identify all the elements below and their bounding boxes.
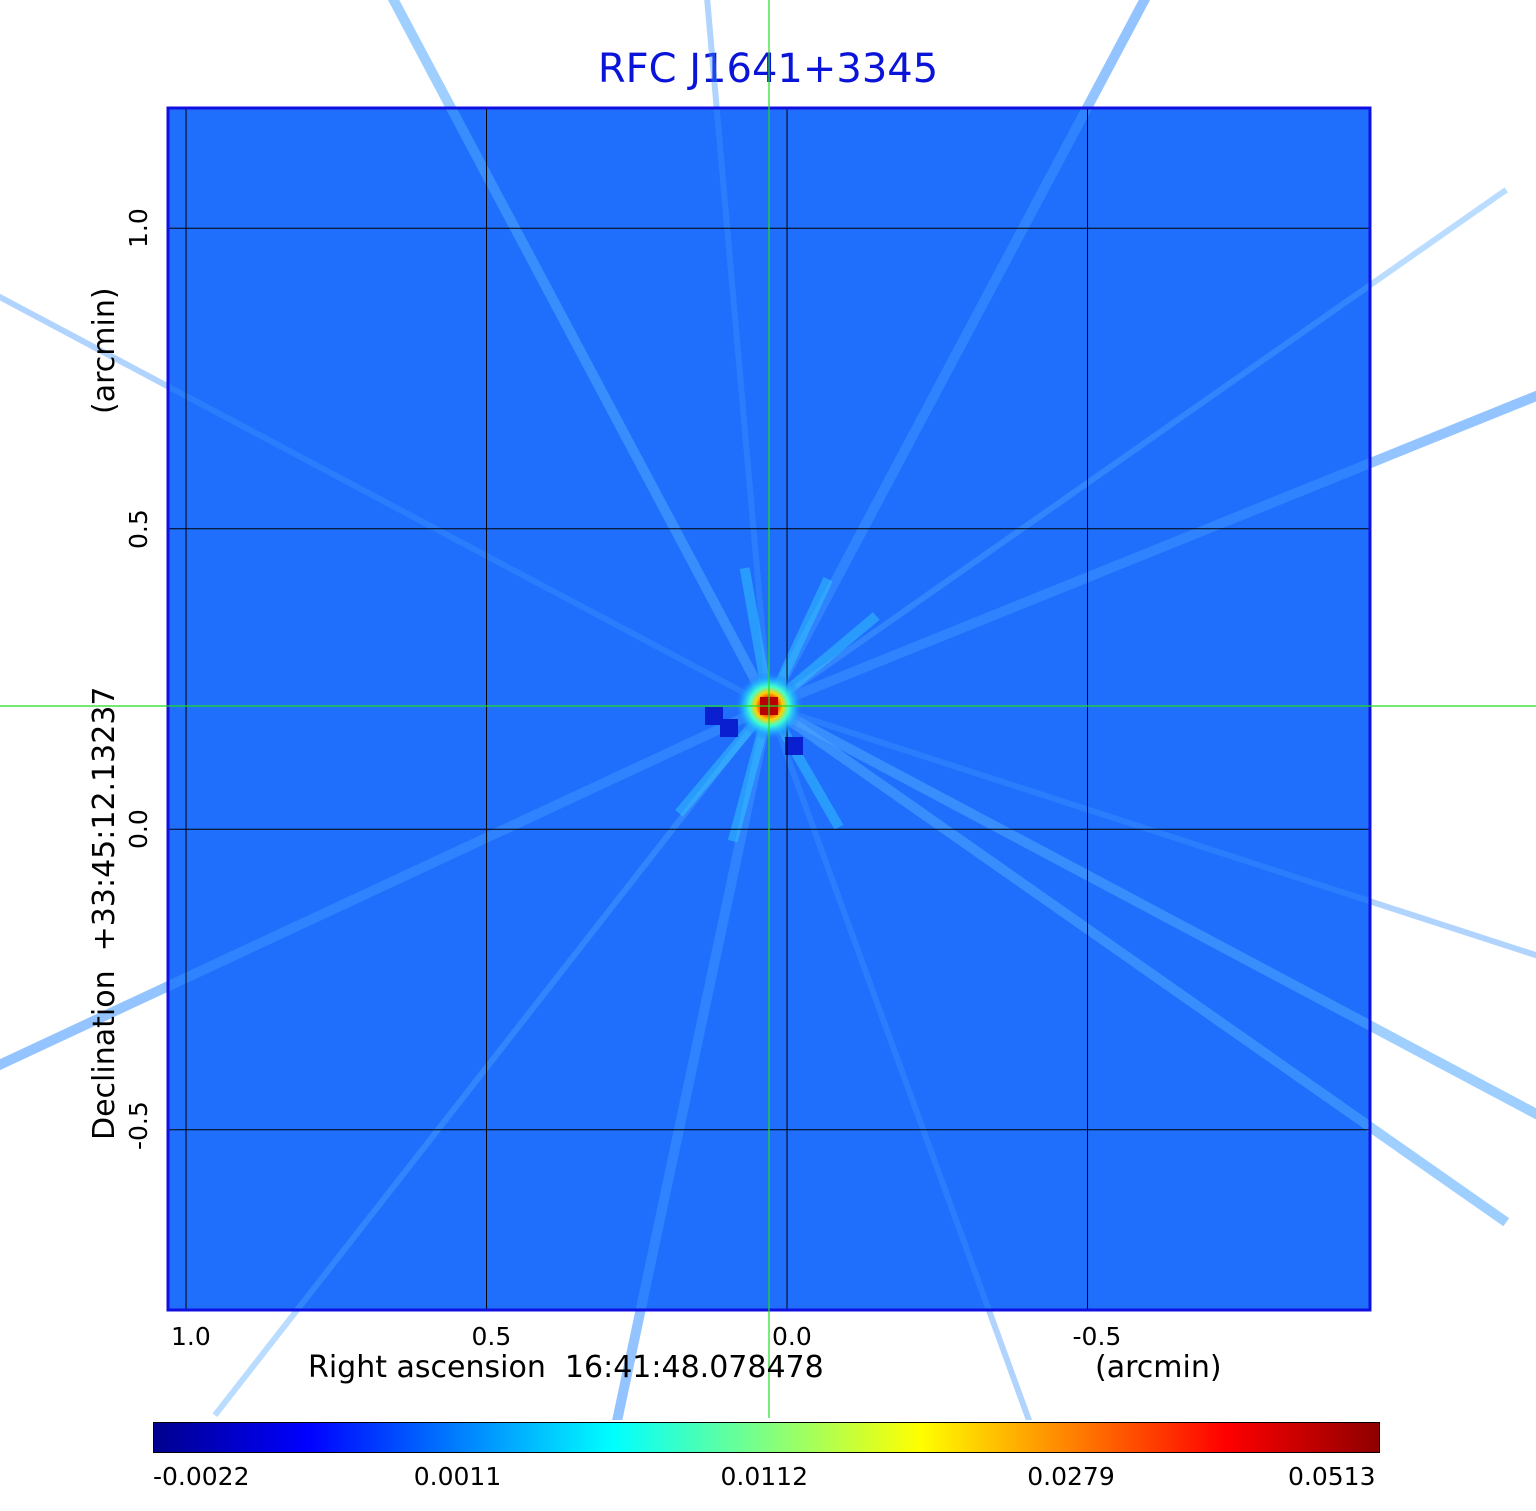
negative-dip <box>705 706 723 725</box>
sidelobe-ray <box>0 701 772 1071</box>
y-tick-label: 1.0 <box>124 208 153 249</box>
negative-dip <box>785 736 803 755</box>
x-tick-label: 1.0 <box>171 1322 211 1351</box>
sidelobe-ray <box>612 704 774 1420</box>
sky-map <box>0 0 1536 1420</box>
colorbar-tick-label: 0.0112 <box>720 1462 808 1491</box>
y-tick-label: -0.5 <box>124 1100 153 1150</box>
sidelobe-ray <box>212 704 772 1418</box>
x-tick-label: 0.0 <box>772 1322 812 1351</box>
colorbar <box>153 1422 1380 1453</box>
colorbar-tick-label: -0.0022 <box>153 1462 250 1491</box>
y-tick-label: 0.0 <box>124 809 153 850</box>
negative-dip <box>720 718 738 737</box>
sidelobe-rays <box>0 0 1536 1420</box>
colorbar-tick-label: 0.0279 <box>1027 1462 1115 1491</box>
sidelobe-ray <box>766 701 1510 1227</box>
x-tick-label: 0.5 <box>471 1322 512 1351</box>
y-axis-label: Declination +33:45:12.13237 <box>87 686 122 1140</box>
sidelobe-ray <box>387 0 774 709</box>
y-axis-unit: (arcmin) <box>87 287 122 414</box>
sidelobe-ray <box>766 704 1033 1420</box>
sidelobe-ray <box>766 701 1536 1120</box>
x-tick-label: -0.5 <box>1072 1322 1122 1351</box>
y-tick-label: 0.5 <box>124 508 153 549</box>
negative-dips <box>705 706 803 755</box>
sidelobe-ray <box>767 390 1536 711</box>
colorbar-tick-label: 0.0513 <box>1288 1462 1376 1491</box>
x-axis-label: Right ascension 16:41:48.078478 <box>308 1350 824 1385</box>
sidelobe-ray <box>0 293 771 709</box>
sidelobe-ray <box>704 0 772 707</box>
chart-title: RFC J1641+3345 <box>597 46 939 92</box>
colorbar-tick-label: 0.0011 <box>413 1462 502 1491</box>
sidelobe-ray <box>768 703 1536 959</box>
sidelobe-ray <box>767 187 1508 709</box>
x-axis-unit: (arcmin) <box>1095 1350 1222 1385</box>
sidelobe-ray <box>764 0 1151 709</box>
